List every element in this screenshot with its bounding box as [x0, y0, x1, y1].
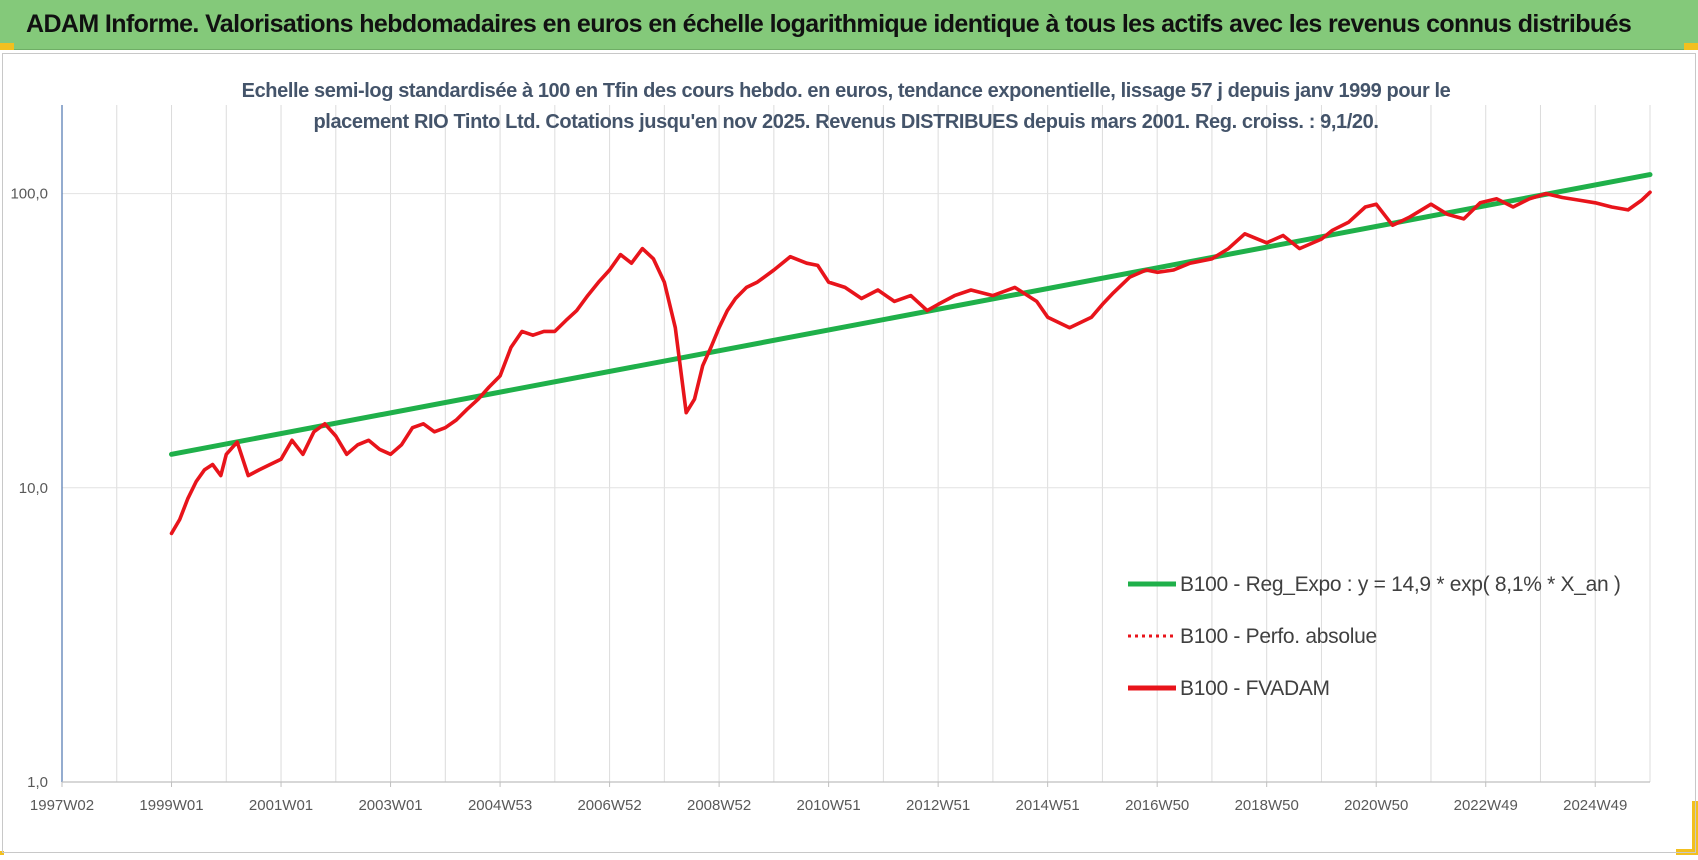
x-tick-label: 2008W52 [687, 797, 751, 814]
x-tick-label: 2024W49 [1563, 797, 1627, 814]
x-tick-label: 2001W01 [249, 797, 313, 814]
x-tick-label: 2006W52 [577, 797, 641, 814]
legend: B100 - Reg_Expo : y = 14,9 * exp( 8,1% *… [1128, 573, 1621, 700]
chart-frame [2, 53, 1696, 853]
series-line-trend [169, 172, 1653, 457]
chart-title-line: Echelle semi-log standardisée à 100 en T… [242, 80, 1451, 102]
legend-entry-label: B100 - Perfo. absolue [1180, 625, 1377, 648]
y-tick-label: 1,0 [27, 774, 48, 791]
chart-title-line: placement RIO Tinto Ltd. Cotations jusqu… [313, 111, 1378, 133]
corner-marker-top-right [1684, 43, 1698, 50]
grid [61, 105, 1651, 783]
corner-marker-bottom-left [0, 851, 4, 855]
axes: 1,0 10,0 100,0 1997W02 1999W01 2001W01 2003W01… [10, 105, 1650, 814]
x-tick-label: 2020W50 [1344, 797, 1408, 814]
y-tick-label: 10,0 [19, 480, 48, 497]
x-tick-label: 2012W51 [906, 797, 970, 814]
corner-marker-top-left [0, 43, 14, 50]
x-tick-label: 1999W01 [139, 797, 203, 814]
x-tick-label: 2014W51 [1016, 797, 1080, 814]
x-tick-label: 2010W51 [797, 797, 861, 814]
x-tick-label: 2004W53 [468, 797, 532, 814]
series [169, 172, 1653, 536]
x-tick-label: 2003W01 [358, 797, 422, 814]
series-line-fvadam [169, 190, 1652, 536]
chart-title: Echelle semi-log standardisée à 100 en T… [242, 80, 1451, 133]
legend-entry-label: B100 - FVADAM [1180, 677, 1330, 700]
x-tick-label: 2016W50 [1125, 797, 1189, 814]
x-tick-label: 2022W49 [1454, 797, 1518, 814]
x-tick-label: 2018W50 [1235, 797, 1299, 814]
x-tick-label: 1997W02 [30, 797, 94, 814]
banner-title: ADAM Informe. Valorisations hebdomadaire… [26, 10, 1632, 38]
y-tick-label: 100,0 [10, 186, 48, 203]
legend-entry-label: B100 - Reg_Expo : y = 14,9 * exp( 8,1% *… [1180, 573, 1621, 596]
banner: ADAM Informe. Valorisations hebdomadaire… [0, 0, 1698, 50]
